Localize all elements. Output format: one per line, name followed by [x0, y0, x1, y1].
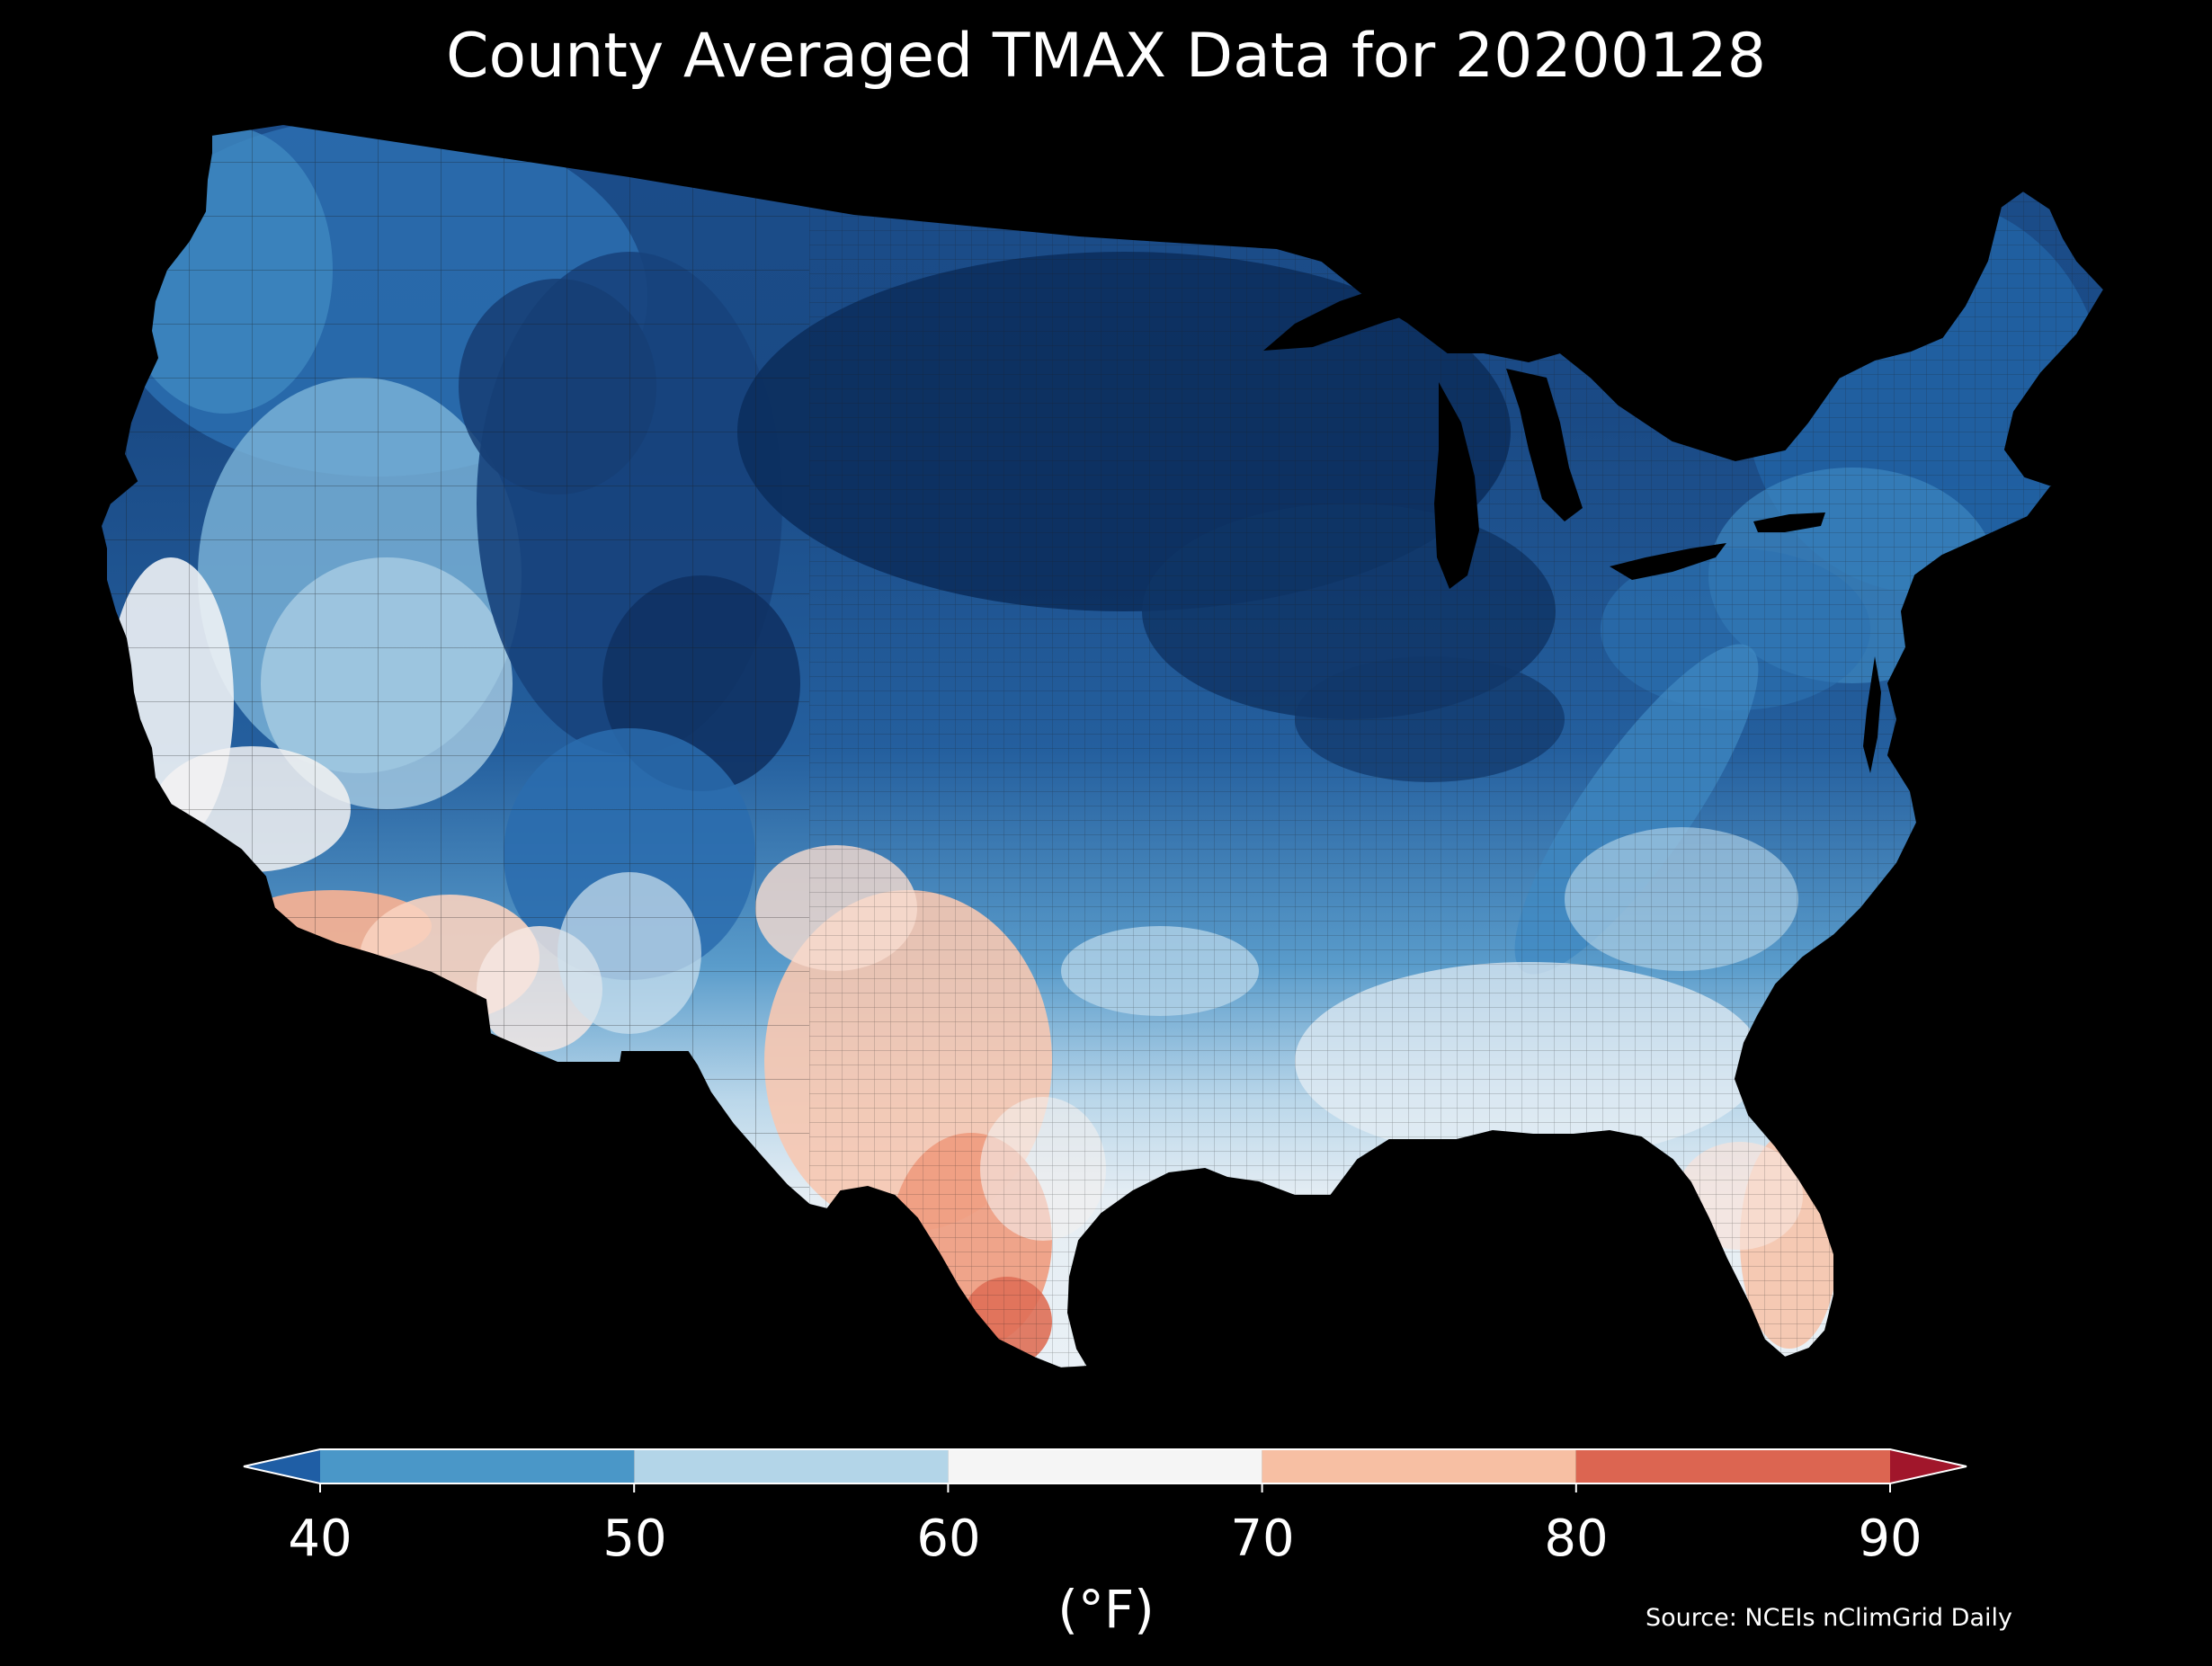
- colorbar-under-arrow: [244, 1449, 320, 1483]
- colorbar-unit-label: (°F): [1057, 1579, 1155, 1640]
- lake-erie: [1610, 543, 1726, 580]
- lake-michigan: [1434, 382, 1479, 589]
- colorbar-tick-70: 70: [1230, 1510, 1295, 1568]
- colorbar-bin-60-70: [948, 1449, 1262, 1483]
- colorbar-bin-40-50: [320, 1449, 635, 1483]
- great-lakes: [1263, 283, 1881, 773]
- colorbar-tick-50: 50: [602, 1510, 667, 1568]
- page-title: County Averaged TMAX Data for 20200128: [446, 21, 1766, 92]
- colorbar-over-arrow: [1890, 1449, 1967, 1483]
- colorbar-bin-50-60: [634, 1449, 949, 1483]
- lake-ontario: [1753, 512, 1825, 532]
- colorbar-tick-80: 80: [1544, 1510, 1609, 1568]
- chesapeake-bay: [1863, 656, 1881, 773]
- colorbar-tick-60: 60: [916, 1510, 981, 1568]
- colorbar-tick-90: 90: [1858, 1510, 1922, 1568]
- lake-superior: [1263, 283, 1439, 351]
- colorbar-tick-40: 40: [288, 1510, 352, 1568]
- lake-huron: [1506, 369, 1583, 521]
- colorbar-bin-70-80: [1262, 1449, 1576, 1483]
- colorbar-bin-80-90: [1575, 1449, 1890, 1483]
- source-note: Source: NCEIs nClimGrid Daily: [1646, 1604, 2012, 1632]
